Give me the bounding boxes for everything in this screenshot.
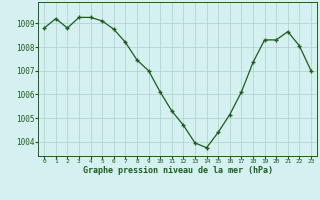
X-axis label: Graphe pression niveau de la mer (hPa): Graphe pression niveau de la mer (hPa) [83,166,273,175]
